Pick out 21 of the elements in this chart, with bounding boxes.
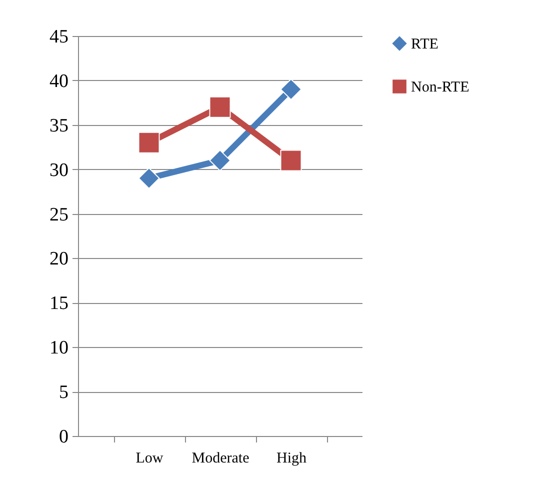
point bbox=[280, 150, 302, 172]
x-tick-label: Moderate bbox=[192, 450, 250, 466]
y-tick-label: 30 bbox=[50, 160, 68, 181]
legend-label: Non-RTE bbox=[411, 80, 470, 96]
y-tick-label: 25 bbox=[50, 204, 68, 226]
y-tick-label: 40 bbox=[50, 70, 68, 92]
point bbox=[280, 78, 302, 100]
point bbox=[209, 150, 231, 172]
y-tick-label: 45 bbox=[50, 26, 68, 48]
y-tick-label: 0 bbox=[59, 426, 68, 448]
x-tick-label: Low bbox=[136, 450, 164, 466]
point bbox=[138, 132, 160, 154]
y-tick-label: 10 bbox=[50, 338, 68, 359]
y-tick-label: 15 bbox=[50, 293, 68, 314]
legend-label: RTE bbox=[411, 36, 438, 52]
y-tick-label: 5 bbox=[59, 382, 68, 404]
y-tick-label: 20 bbox=[50, 248, 68, 270]
x-tick-label: High bbox=[276, 450, 307, 466]
y-tick-label: 35 bbox=[50, 115, 68, 136]
point bbox=[209, 96, 231, 118]
point bbox=[138, 167, 160, 189]
